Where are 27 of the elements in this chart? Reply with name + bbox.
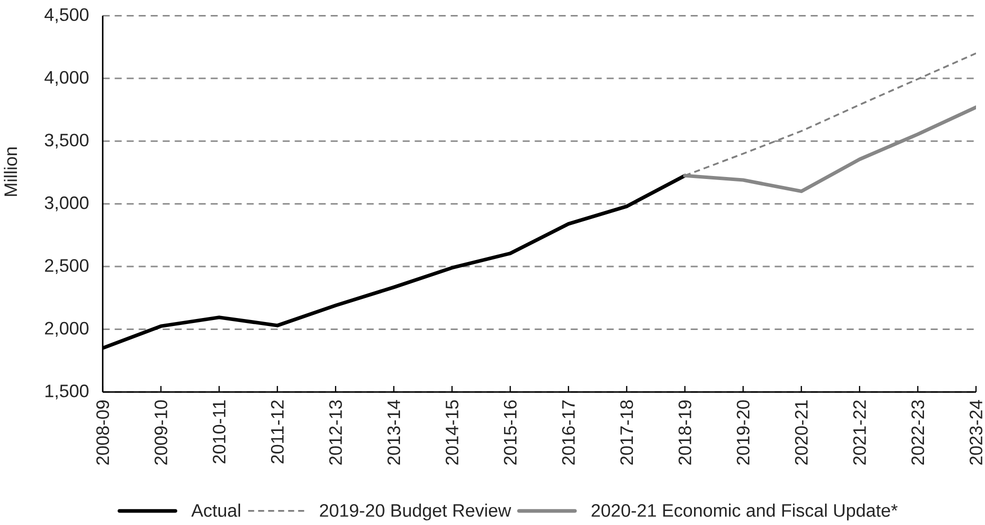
y-tick-label: 3,500 [44, 134, 88, 149]
x-tick-label: 2009-10 [154, 400, 168, 465]
x-tick-label: 2018-19 [678, 400, 692, 465]
x-tick-label: 2015-16 [504, 400, 517, 465]
x-tick-label: 2023-24 [970, 400, 982, 465]
y-axis-title: Million [4, 148, 18, 196]
y-tick-label: 1,500 [46, 384, 88, 400]
y-tick-label: 2,500 [45, 259, 88, 274]
x-tick-label: 2008-09 [96, 400, 110, 465]
legend-label: 2019-20 Budget Review [320, 504, 512, 520]
y-tick-label: 2,000 [45, 322, 88, 337]
x-tick-label: 2012-13 [329, 400, 342, 465]
x-tick-label: 2019-20 [736, 400, 750, 465]
x-tick-label: 2014-15 [446, 400, 458, 465]
x-tick-label: 2020-21 [794, 400, 808, 465]
x-tick-label: 2011-12 [271, 400, 284, 464]
x-tick-label: 2017-18 [620, 400, 634, 465]
legend-label: 2020-21 Economic and Fiscal Update* [592, 504, 898, 520]
y-tick-label: 3,000 [44, 196, 88, 212]
legend-label: Actual [191, 504, 240, 517]
x-tick-label: 2016-17 [562, 400, 575, 465]
y-tick-label: 4,000 [44, 70, 88, 86]
y-tick-label: 4,500 [44, 8, 88, 24]
x-tick-label: 2021-22 [853, 400, 866, 465]
x-tick-label: 2022-23 [911, 400, 924, 465]
x-tick-label: 2010-11 [212, 400, 226, 464]
x-tick-label: 2013-14 [387, 400, 400, 465]
